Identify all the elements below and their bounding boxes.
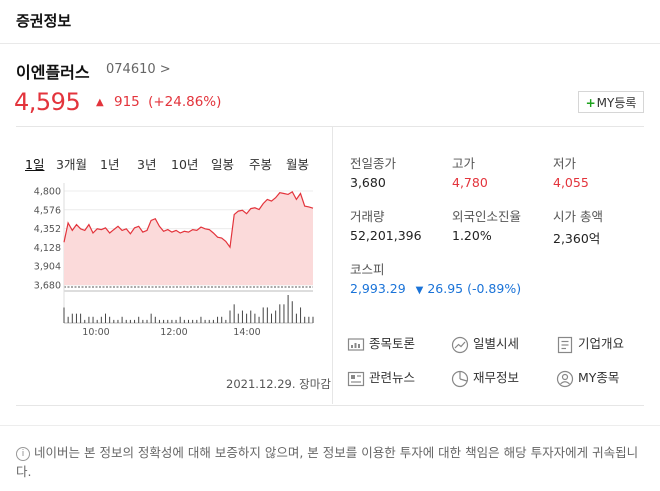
y-tick-label: 4,352: [34, 224, 61, 235]
tab-monthly[interactable]: 월봉: [286, 157, 310, 172]
tab-3month[interactable]: 3개월: [56, 157, 87, 172]
stat-label-volume: 거래량: [350, 209, 385, 224]
stat-label-foreign: 외국인소진율: [452, 209, 522, 224]
link-daily-price-label: 일별시세: [473, 336, 520, 351]
link-discussion[interactable]: 종목토론: [347, 333, 415, 354]
link-company-overview[interactable]: 기업개요: [556, 333, 624, 354]
price-chart[interactable]: 4,800 4,576 4,352 4,128 3,904 3,680 10:00 12:00…: [14, 178, 318, 348]
change-percent: (+24.86%): [148, 94, 222, 110]
my-register-button[interactable]: +MY등록: [578, 91, 644, 113]
stat-value-foreign: 1.20%: [452, 228, 492, 243]
tab-3year[interactable]: 3년: [137, 157, 157, 172]
x-tick-label: 14:00: [233, 327, 260, 338]
x-tick-label: 10:00: [82, 327, 109, 338]
market-close-date: 2021.12.29. 장마감: [226, 377, 331, 391]
financial-icon: [451, 370, 469, 387]
info-icon: i: [16, 447, 30, 461]
stat-label-low: 저가: [553, 156, 577, 171]
index-label: 코스피: [350, 262, 385, 277]
link-financial[interactable]: 재무정보: [451, 367, 519, 388]
link-company-overview-label: 기업개요: [578, 336, 625, 351]
y-tick-label: 4,800: [34, 187, 61, 198]
y-tick-label: 4,128: [34, 243, 61, 254]
tab-weekly[interactable]: 주봉: [249, 157, 273, 172]
disclaimer-text: 네이버는 본 정보의 정확성에 대해 보증하지 않으며, 본 정보를 이용한 투…: [16, 445, 639, 479]
price-area: [64, 191, 313, 285]
my-register-label: MY등록: [596, 96, 637, 110]
x-tick-label: 12:00: [160, 327, 187, 338]
news-icon: [347, 371, 365, 386]
header-divider: [0, 43, 660, 44]
my-stock-icon: [556, 370, 574, 387]
y-tick-label: 3,680: [34, 281, 61, 292]
discussion-icon: [347, 337, 365, 351]
stat-value-low: 4,055: [553, 175, 589, 190]
link-my-stock-label: MY종목: [578, 370, 620, 385]
link-news-label: 관련뉴스: [369, 370, 416, 385]
index-value: 2,993.29 ▼ 26.95 (-0.89%): [350, 281, 521, 296]
link-discussion-label: 종목토론: [369, 336, 416, 351]
link-daily-price[interactable]: 일별시세: [451, 333, 519, 354]
company-overview-icon: [557, 336, 573, 353]
down-arrow-icon: ▼: [415, 285, 424, 296]
link-financial-label: 재무정보: [473, 370, 520, 385]
up-arrow-icon: ▲: [96, 97, 104, 108]
link-news[interactable]: 관련뉴스: [347, 367, 415, 388]
tab-10year[interactable]: 10년: [171, 157, 199, 172]
daily-price-icon: [451, 336, 469, 353]
stat-label-market-cap: 시가 총액: [553, 209, 603, 224]
index-change: 26.95 (-0.89%): [427, 281, 522, 296]
current-price: 4,595: [14, 88, 81, 116]
stat-label-prev-close: 전일종가: [350, 156, 397, 171]
change-amount: 915: [114, 94, 140, 110]
tab-1day[interactable]: 1일: [25, 157, 45, 172]
footer-divider: [0, 425, 660, 426]
page-title: 증권정보: [16, 12, 72, 30]
chart-panel: [16, 126, 644, 406]
stat-value-market-cap: 2,360억: [553, 231, 601, 246]
y-tick-label: 4,576: [34, 205, 61, 216]
company-name[interactable]: 이엔플러스: [16, 63, 90, 82]
y-tick-label: 3,904: [34, 262, 61, 273]
tab-daily[interactable]: 일봉: [211, 157, 235, 172]
plus-icon: +: [585, 96, 596, 110]
price-line: [63, 190, 314, 249]
price-change: ▲ 915 (+24.86%): [96, 94, 221, 110]
stat-value-prev-close: 3,680: [350, 175, 386, 190]
stock-code-link[interactable]: 074610 >: [106, 62, 171, 77]
index-price: 2,993.29: [350, 281, 406, 296]
stat-label-high: 고가: [452, 156, 476, 171]
panel-divider: [332, 126, 333, 404]
tab-1year[interactable]: 1년: [100, 157, 120, 172]
link-my-stock[interactable]: MY종목: [556, 367, 619, 388]
stat-value-volume: 52,201,396: [350, 228, 422, 243]
disclaimer: i 네이버는 본 정보의 정확성에 대해 보증하지 않으며, 본 정보를 이용한 …: [16, 443, 646, 481]
stat-value-high: 4,780: [452, 175, 488, 190]
